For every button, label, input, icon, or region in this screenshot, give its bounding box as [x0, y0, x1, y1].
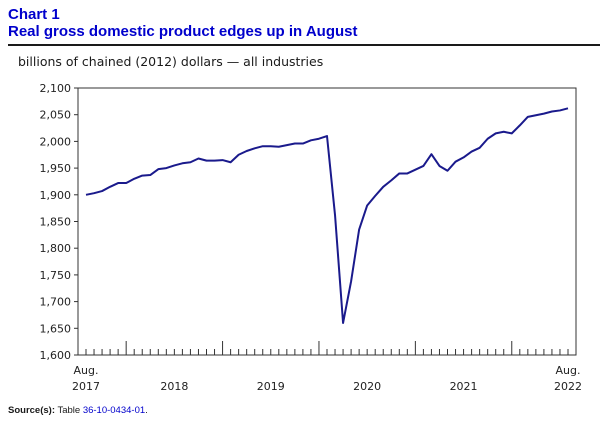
data-point [149, 174, 151, 176]
y-tick-label: 2,100 [40, 82, 72, 95]
y-tick-label: 1,950 [40, 162, 72, 175]
plot-frame [77, 87, 577, 356]
data-point [358, 228, 360, 230]
data-point [310, 139, 312, 141]
data-point [567, 107, 569, 109]
data-point [262, 145, 264, 147]
y-tick-label: 1,900 [40, 189, 72, 202]
data-point [342, 322, 344, 324]
data-point [462, 156, 464, 158]
source-text: Table [57, 405, 81, 416]
data-point [559, 109, 561, 111]
data-point [446, 170, 448, 172]
source-table-link[interactable]: 36-10-0434-01 [82, 405, 146, 416]
data-point [245, 150, 247, 152]
x-tick-label-year: 2022 [554, 380, 582, 393]
data-point [85, 194, 87, 196]
y-tick-label: 2,000 [40, 135, 72, 148]
data-point [422, 165, 424, 167]
data-point [294, 142, 296, 144]
x-tick-label-month: Aug. [74, 364, 99, 377]
data-point [470, 150, 472, 152]
data-point [382, 186, 384, 188]
data-point [486, 138, 488, 140]
data-point [237, 154, 239, 156]
data-point [302, 142, 304, 144]
data-point [318, 138, 320, 140]
x-tick-label-year: 2020 [353, 380, 381, 393]
data-point [519, 124, 521, 126]
data-point [535, 114, 537, 116]
x-tick-label-year: 2019 [257, 380, 285, 393]
x-tick-label-year: 2021 [450, 380, 478, 393]
data-point [229, 161, 231, 163]
title-divider [8, 44, 600, 46]
data-point [125, 182, 127, 184]
data-point [454, 160, 456, 162]
x-tick-label-year: 2017 [72, 380, 100, 393]
y-tick-label: 1,650 [40, 322, 72, 335]
y-tick-label: 2,050 [40, 109, 72, 122]
data-point [398, 172, 400, 174]
x-tick-label-year: 2018 [160, 380, 188, 393]
data-point [157, 168, 159, 170]
source-label: Source(s): [8, 405, 55, 416]
chart-title: Real gross domestic product edges up in … [8, 23, 358, 40]
data-point [374, 195, 376, 197]
data-point [430, 153, 432, 155]
source-suffix: . [145, 405, 148, 416]
data-point [326, 135, 328, 137]
unit-label: billions of chained (2012) dollars — all… [18, 54, 324, 69]
y-axis: 1,600 1,650 1,700 1,750 1,800 1,850 1,900 1,950… [40, 82, 577, 362]
data-point [495, 132, 497, 134]
y-tick-label: 1,750 [40, 269, 72, 282]
x-tick-label-month: Aug. [556, 364, 581, 377]
data-point [173, 164, 175, 166]
data-point [350, 280, 352, 282]
data-point [438, 165, 440, 167]
data-point [221, 159, 223, 161]
y-tick-label: 1,800 [40, 242, 72, 255]
y-tick-label: 1,600 [40, 349, 72, 362]
data-point [478, 147, 480, 149]
data-point [165, 167, 167, 169]
data-point [406, 172, 408, 174]
data-point [511, 132, 513, 134]
gdp-series-line [85, 107, 569, 324]
data-point [254, 147, 256, 149]
data-point [414, 169, 416, 171]
y-tick-label: 1,700 [40, 296, 72, 309]
data-point [117, 182, 119, 184]
y-tick-label: 1,850 [40, 216, 72, 229]
data-point [101, 190, 103, 192]
data-point [270, 145, 272, 147]
data-point [197, 157, 199, 159]
data-point [334, 214, 336, 216]
x-axis: Aug. 2017 2018 2019 2020 2021 Aug. 2022 [72, 341, 582, 393]
chart-number: Chart 1 [8, 6, 60, 23]
data-point [278, 146, 280, 148]
data-point [503, 131, 505, 133]
data-point [133, 178, 135, 180]
data-point [366, 204, 368, 206]
data-point [109, 186, 111, 188]
data-point [551, 110, 553, 112]
data-point [286, 144, 288, 146]
source-note: Source(s): Table 36-10-0434-01. [8, 405, 148, 416]
data-point [205, 159, 207, 161]
data-point [93, 192, 95, 194]
data-point [390, 179, 392, 181]
data-point [543, 112, 545, 114]
data-point [527, 116, 529, 118]
data-point [189, 161, 191, 163]
data-point [181, 162, 183, 164]
data-point [213, 159, 215, 161]
data-point [141, 174, 143, 176]
